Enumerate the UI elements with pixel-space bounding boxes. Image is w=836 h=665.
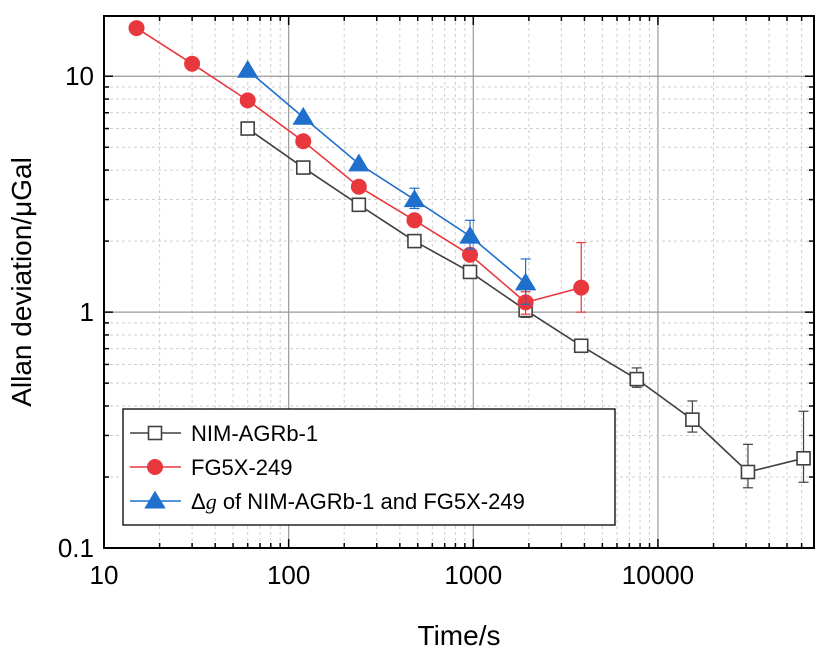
y-tick-label: 1 bbox=[80, 297, 94, 327]
x-tick-label: 10000 bbox=[622, 560, 694, 590]
legend-marker bbox=[147, 459, 163, 475]
data-point bbox=[295, 133, 312, 150]
data-point bbox=[184, 55, 201, 72]
data-point bbox=[240, 121, 255, 136]
data-point bbox=[403, 189, 426, 208]
data-point bbox=[462, 264, 478, 280]
legend: NIM-AGRb-1 FG5X-249 Δg of NIM-AGRb-1 and F… bbox=[122, 408, 616, 526]
error-bar bbox=[798, 410, 809, 483]
plot-frame bbox=[103, 15, 815, 549]
legend-text: NIM-AGRb-1 bbox=[191, 421, 318, 446]
legend-text: FG5X-249 bbox=[191, 455, 293, 480]
legend-symbol-italic: g bbox=[206, 489, 217, 514]
data-point bbox=[459, 225, 481, 244]
y-tick-label: 0.1 bbox=[58, 533, 94, 563]
legend-entry: Δg of NIM-AGRb-1 and FG5X-249 bbox=[130, 489, 525, 514]
x-axis-title: Time/s bbox=[418, 620, 501, 651]
legend-box bbox=[122, 408, 616, 526]
data-point bbox=[573, 338, 589, 354]
data-point bbox=[573, 279, 590, 296]
plot-series bbox=[128, 20, 811, 489]
legend-label: FG5X-249 bbox=[191, 455, 293, 480]
data-point bbox=[796, 451, 811, 466]
legend-marker bbox=[147, 425, 163, 441]
data-point bbox=[514, 272, 537, 291]
error-bar bbox=[576, 242, 587, 313]
data-point bbox=[351, 197, 367, 213]
legend-marker bbox=[144, 490, 166, 509]
y-tick-label: 10 bbox=[65, 61, 94, 91]
data-point bbox=[350, 178, 367, 195]
data-point bbox=[685, 412, 700, 427]
x-tick-label: 1000 bbox=[444, 560, 502, 590]
data-point bbox=[239, 92, 256, 109]
legend-label: NIM-AGRb-1 bbox=[191, 421, 318, 446]
data-point bbox=[406, 212, 423, 229]
x-tick-label: 10 bbox=[90, 560, 119, 590]
x-tick-label: 100 bbox=[267, 560, 310, 590]
data-point bbox=[629, 371, 645, 387]
legend-entry: FG5X-249 bbox=[130, 455, 293, 480]
legend-symbol: Δ bbox=[191, 489, 206, 514]
data-point bbox=[740, 464, 756, 480]
legend-entry: NIM-AGRb-1 bbox=[130, 421, 318, 446]
data-point bbox=[348, 153, 370, 172]
data-point bbox=[407, 233, 422, 249]
series-line bbox=[247, 69, 527, 284]
legend-label: Δg of NIM-AGRb-1 and FG5X-249 bbox=[191, 489, 525, 514]
legend-text: of NIM-AGRb-1 and FG5X-249 bbox=[217, 489, 525, 514]
series-1 bbox=[128, 20, 590, 315]
data-point bbox=[295, 160, 311, 175]
data-point bbox=[128, 20, 145, 37]
data-point bbox=[292, 106, 314, 125]
y-axis-title: Allan deviation/μGal bbox=[6, 157, 37, 407]
series-2 bbox=[236, 59, 537, 305]
data-point bbox=[236, 59, 259, 78]
axis-ticks: 10 100 1000 10000 0.1 1 10 bbox=[58, 16, 815, 590]
